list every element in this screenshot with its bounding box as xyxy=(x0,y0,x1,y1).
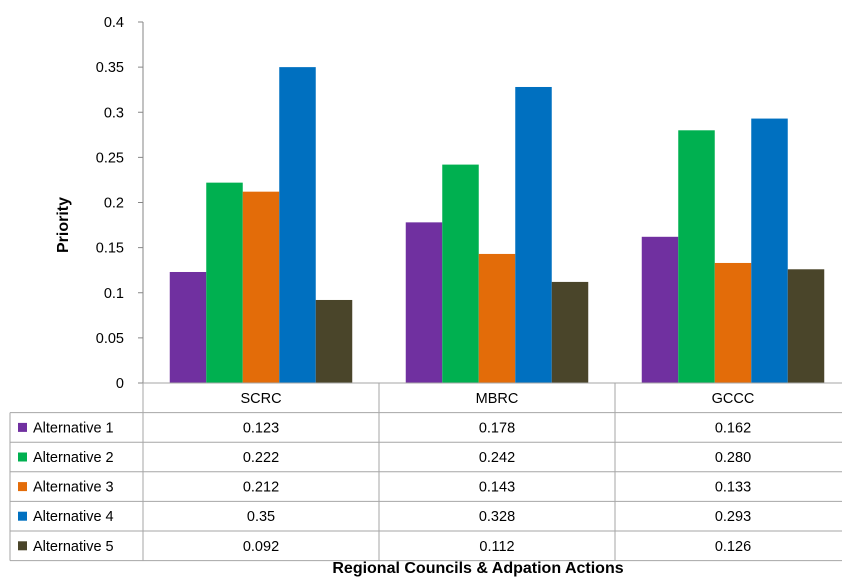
data-label: 0.178 xyxy=(479,420,515,436)
y-axis-title: Priority xyxy=(55,197,72,253)
legend-label: Alternative 5 xyxy=(33,539,114,555)
legend-swatch xyxy=(18,422,27,432)
y-tick-label: 0.3 xyxy=(104,105,124,121)
data-label: 0.123 xyxy=(243,420,279,436)
category-label: MBRC xyxy=(476,391,519,407)
legend-label: Alternative 4 xyxy=(33,509,114,525)
data-label: 0.328 xyxy=(479,509,515,525)
data-label: 0.143 xyxy=(479,480,515,496)
bar-gccc-alt-4 xyxy=(751,118,788,383)
data-label: 0.092 xyxy=(243,539,279,555)
legend-swatch xyxy=(18,452,27,462)
legend-swatch xyxy=(18,511,27,521)
y-tick-label: 0.35 xyxy=(96,60,124,76)
legend-label: Alternative 3 xyxy=(33,480,114,496)
data-label: 0.133 xyxy=(715,480,751,496)
y-tick-label: 0.25 xyxy=(96,150,124,166)
y-tick-label: 0.2 xyxy=(104,196,124,212)
y-tick-label: 0.05 xyxy=(96,331,124,347)
x-axis-title: Regional Councils & Adpation Actions xyxy=(332,560,623,577)
bar-scrc-alt-5 xyxy=(315,299,353,383)
legend-swatch xyxy=(18,482,27,492)
y-axis-ticks: 0 0.05 0.1 0.15 0.2 0.25 0.3 0.35 0.4 xyxy=(96,15,143,392)
data-label: 0.112 xyxy=(479,539,514,555)
bar-gccc-alt-3 xyxy=(714,262,752,383)
legend-label: Alternative 1 xyxy=(33,420,114,436)
bar-scrc-alt-3 xyxy=(242,191,280,383)
data-label: 0.222 xyxy=(243,450,279,466)
category-label: SCRC xyxy=(240,391,281,407)
y-tick-label: 0 xyxy=(116,376,124,392)
data-label: 0.242 xyxy=(479,450,515,466)
bar-scrc-alt-1 xyxy=(169,271,207,383)
y-axis-title-group: Priority xyxy=(55,197,72,253)
data-label: 0.280 xyxy=(715,450,751,466)
bar-mbrc-alt-5 xyxy=(551,281,589,383)
bar-gccc-alt-5 xyxy=(787,269,825,383)
data-label: 0.162 xyxy=(715,420,751,436)
data-label: 0.35 xyxy=(247,509,275,525)
bar-gccc-alt-2 xyxy=(678,130,715,383)
data-label: 0.293 xyxy=(715,509,751,525)
bars xyxy=(169,67,825,383)
data-label: 0.212 xyxy=(243,480,279,496)
bar-mbrc-alt-3 xyxy=(478,253,516,383)
bar-mbrc-alt-2 xyxy=(442,164,479,383)
bar-mbrc-alt-4 xyxy=(515,86,552,383)
bar-scrc-alt-4 xyxy=(279,67,316,383)
bar-mbrc-alt-1 xyxy=(405,222,443,383)
legend-label: Alternative 2 xyxy=(33,450,114,466)
bar-scrc-alt-2 xyxy=(206,182,243,383)
y-tick-label: 0.1 xyxy=(104,286,124,302)
y-tick-label: 0.4 xyxy=(104,15,124,31)
data-table: SCRC MBRC GCCC Alternative 1 0.123 0.178 0.162… xyxy=(9,382,842,562)
y-tick-label: 0.15 xyxy=(96,241,124,257)
category-label: GCCC xyxy=(712,391,755,407)
legend-swatch xyxy=(18,541,27,551)
data-label: 0.126 xyxy=(715,539,751,555)
bar-gccc-alt-1 xyxy=(641,236,679,383)
